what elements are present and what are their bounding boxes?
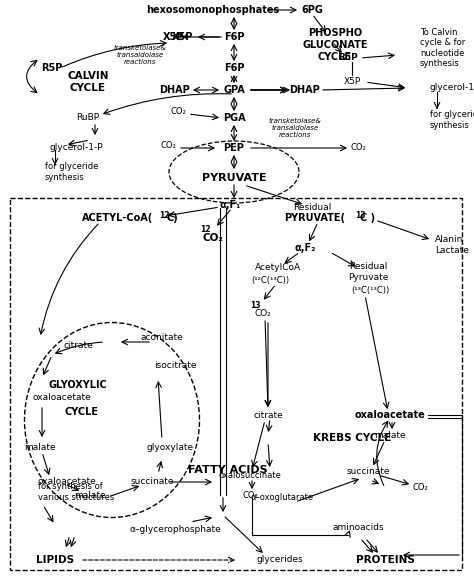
Text: α–oxoglutarate: α–oxoglutarate [250,493,314,503]
Text: for glyceride
synthesis: for glyceride synthesis [45,162,99,182]
Text: PYRUVATE(: PYRUVATE( [284,213,346,223]
Text: FATTY ACIDS: FATTY ACIDS [188,465,268,475]
Text: 12: 12 [159,211,169,219]
Text: 6PG: 6PG [301,5,323,15]
Text: F6P: F6P [224,32,244,42]
Text: α–glycerophosphate: α–glycerophosphate [129,526,221,534]
Text: transketolase&
transaldolase
reactions: transketolase& transaldolase reactions [269,118,321,138]
Text: oxalosuccinate: oxalosuccinate [219,470,282,479]
Text: LIPIDS: LIPIDS [36,555,74,565]
Text: DHAP: DHAP [290,85,320,95]
Text: hexosomonophosphates: hexosomonophosphates [146,5,280,15]
Text: DHAP: DHAP [160,85,191,95]
Text: CO₂: CO₂ [202,233,223,243]
Text: 13: 13 [355,211,365,219]
Text: CO₂: CO₂ [170,108,186,116]
Text: α,F₂: α,F₂ [294,243,316,253]
Text: for glyceride
synthesis: for glyceride synthesis [430,111,474,130]
Text: To Calvin
cycle & for
nucleotide
synthesis: To Calvin cycle & for nucleotide synthes… [420,28,465,68]
Text: C): C) [166,213,178,223]
Text: transketolase&
transaldolase
reactions: transketolase& transaldolase reactions [114,45,166,65]
Text: R5P: R5P [338,54,358,62]
Text: X5P: X5P [173,32,194,42]
Text: oxaloacetate: oxaloacetate [33,393,91,403]
Text: RuBP: RuBP [76,113,100,122]
Text: 12: 12 [200,226,210,235]
Text: CO₂: CO₂ [350,143,366,152]
Text: PHOSPHO
GLUCONATE
CYCLE: PHOSPHO GLUCONATE CYCLE [302,28,368,62]
Text: α,F₁: α,F₁ [219,200,241,210]
Text: citrate: citrate [253,410,283,419]
Text: Alanin
Lactate: Alanin Lactate [435,235,469,255]
Text: X5P←: X5P← [163,32,192,42]
Text: CALVIN
CYCLE: CALVIN CYCLE [67,71,109,93]
Text: succinate: succinate [346,467,390,476]
Text: PYRUVATE: PYRUVATE [202,173,266,183]
Text: GPA: GPA [223,85,245,95]
Text: CO₂: CO₂ [160,141,176,149]
Text: malate: malate [374,430,406,439]
Text: GLYOXYLIC: GLYOXYLIC [49,380,108,390]
Text: malate: malate [74,490,106,499]
Text: CO₂: CO₂ [255,309,272,318]
Text: 13: 13 [250,300,260,309]
Text: KREBS CYCLE: KREBS CYCLE [313,433,391,443]
Text: F6P: F6P [224,63,244,73]
Text: X5P: X5P [343,78,361,86]
Text: PGA: PGA [223,113,246,123]
Text: (¹²C(¹³C)): (¹²C(¹³C)) [251,276,289,285]
Text: (¹³C(¹³C)): (¹³C(¹³C)) [351,286,389,295]
Text: isocitrate: isocitrate [154,360,196,369]
Text: for synthesis of
various structures: for synthesis of various structures [38,482,114,502]
Text: C ): C ) [360,213,375,223]
Text: PEP: PEP [224,143,245,153]
Text: CYCLE: CYCLE [65,407,99,417]
Text: CO₂: CO₂ [242,490,258,499]
Text: aminoacids: aminoacids [332,523,384,533]
Text: PROTEINS: PROTEINS [356,555,414,565]
Text: aconitate: aconitate [141,333,183,342]
Text: succinate: succinate [130,477,174,486]
Text: glycerol-1-P: glycerol-1-P [50,143,104,152]
Text: Residual: Residual [293,202,331,212]
Text: AcetylCoA: AcetylCoA [255,263,301,272]
Text: Residual
Pyruvate: Residual Pyruvate [348,262,388,282]
Text: glycerol-1-P: glycerol-1-P [430,83,474,92]
Text: citrate: citrate [63,340,93,349]
Text: glyoxylate: glyoxylate [146,443,193,453]
Text: oxaloacetate: oxaloacetate [38,477,97,486]
Text: oxaloacetate: oxaloacetate [355,410,425,420]
Text: ACETYL-CoA(: ACETYL-CoA( [82,213,154,223]
Text: malate: malate [24,443,56,453]
Text: R5P: R5P [41,63,63,73]
Text: glycerides: glycerides [256,556,303,564]
Text: CO₂: CO₂ [412,483,428,493]
